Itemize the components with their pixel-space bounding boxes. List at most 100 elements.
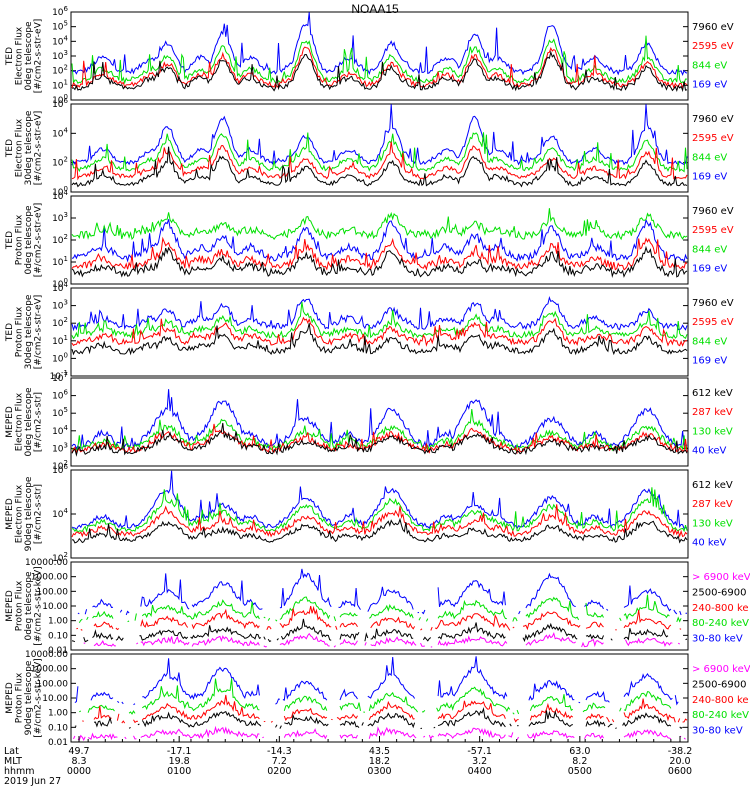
y-tick-label: 102 bbox=[52, 233, 68, 246]
y-tick-label: 105 bbox=[52, 406, 68, 419]
y-tick-label: 103 bbox=[52, 211, 68, 224]
y-tick-label: 0.01 bbox=[48, 738, 68, 748]
legend-entry: 844 eV bbox=[692, 60, 727, 71]
y-tick-label: 101 bbox=[52, 78, 68, 91]
legend-entry: 7960 eV bbox=[692, 298, 734, 309]
legend-entry: 169 eV bbox=[692, 263, 727, 274]
legend-entry: 612 keV bbox=[692, 480, 733, 491]
y-axis-label: [#/cm2-s-str-eV] bbox=[34, 19, 44, 94]
series-line bbox=[71, 208, 688, 241]
series-line bbox=[71, 323, 688, 356]
legend-entry: 2500-6900 bbox=[692, 679, 747, 690]
x-tick-hhmm: 0600 bbox=[668, 766, 692, 777]
legend-entry: 169 eV bbox=[692, 79, 727, 90]
x-tick-mlt: 3.2 bbox=[472, 756, 487, 767]
legend-entry: 30-80 keV bbox=[692, 634, 743, 645]
legend-entry: 844 eV bbox=[692, 244, 727, 255]
y-axis-label: Proton Flux bbox=[15, 672, 25, 723]
legend-entry: 844 eV bbox=[692, 152, 727, 163]
legend-entry: 2500-6900 bbox=[692, 587, 747, 598]
x-tick-hhmm: 0300 bbox=[367, 766, 391, 777]
y-axis-label: MEPED bbox=[5, 682, 15, 714]
y-axis-label: [#/cm2-s-str] bbox=[34, 392, 44, 452]
y-tick-label: 1000.00 bbox=[31, 665, 68, 675]
y-axis-label: [#/cm2-s-str] bbox=[34, 484, 44, 544]
x-tick-lat: -14.3 bbox=[267, 746, 292, 757]
legend-entry: 240-800 ke bbox=[692, 695, 749, 706]
series-line bbox=[71, 408, 688, 452]
legend-entry: 130 keV bbox=[692, 426, 733, 437]
x-axis-row-label: Lat bbox=[4, 746, 19, 757]
legend-entry: 7960 eV bbox=[692, 206, 734, 217]
y-axis-label: 0deg telescope bbox=[24, 21, 34, 91]
x-tick-mlt: 19.8 bbox=[169, 756, 190, 767]
y-tick-label: 0.01 bbox=[48, 646, 68, 656]
series-line bbox=[71, 141, 688, 181]
y-axis-label: 90deg telescope bbox=[24, 476, 34, 551]
y-axis-label: TED bbox=[5, 47, 15, 66]
y-axis-label: MEPED bbox=[5, 406, 15, 438]
panel-7: 10000.00 1000.00 100.00 10.00 1.00 0.10 0.01 ME… bbox=[5, 558, 750, 656]
legend-entry: 287 keV bbox=[692, 499, 733, 510]
series-line bbox=[82, 694, 688, 724]
y-axis-label: Electron Flux bbox=[15, 392, 25, 451]
series-line bbox=[71, 146, 688, 188]
y-axis-label: 90deg telescope bbox=[24, 660, 34, 735]
legend-entry: > 6900 keV bbox=[692, 664, 750, 675]
y-tick-label: 102 bbox=[52, 64, 68, 77]
y-tick-label: 102 bbox=[52, 551, 68, 564]
x-tick-hhmm: 0500 bbox=[568, 766, 592, 777]
panel-8: 10000.00 1000.00 100.00 10.00 1.00 0.10 0.01 ME… bbox=[5, 650, 750, 748]
x-tick-mlt: 8.3 bbox=[71, 756, 86, 767]
series-line bbox=[71, 132, 688, 173]
y-tick-label: 103 bbox=[52, 441, 68, 454]
y-axis-label: Proton Flux bbox=[15, 580, 25, 631]
x-tick-lat: 49.7 bbox=[68, 746, 89, 757]
legend-entry: 30-80 keV bbox=[692, 726, 743, 737]
legend-entry: 287 keV bbox=[692, 407, 733, 418]
x-tick-lat: 43.5 bbox=[369, 746, 390, 757]
y-tick-label: 102 bbox=[52, 316, 68, 329]
x-tick-mlt: 20.0 bbox=[669, 756, 690, 767]
y-tick-label: 104 bbox=[52, 34, 68, 47]
y-tick-label: 100 bbox=[52, 351, 68, 364]
series-line bbox=[71, 35, 688, 85]
panel-frame bbox=[70, 287, 689, 377]
legend-entry: 40 keV bbox=[692, 537, 726, 548]
y-axis-label: TED bbox=[5, 139, 15, 158]
y-tick-label: 0.10 bbox=[48, 723, 68, 733]
series-line bbox=[75, 656, 686, 704]
y-axis-label: [#/cm2-s-str-keV] bbox=[34, 566, 44, 645]
series-line bbox=[71, 218, 688, 263]
y-axis-label: [#/cm2-s-str-keV] bbox=[34, 658, 44, 737]
y-axis-label: 0deg telescope bbox=[24, 205, 34, 275]
x-tick-hhmm: 0400 bbox=[468, 766, 492, 777]
y-tick-label: 1.00 bbox=[48, 617, 68, 627]
x-tick-lat: 63.0 bbox=[569, 746, 590, 757]
y-axis-label: [#/cm2-s-str-eV] bbox=[34, 203, 44, 278]
legend-entry: 169 eV bbox=[692, 171, 727, 182]
panel-5: 107 106 105 104 103 102 MEPED Electron Flux 0deg… bbox=[5, 371, 733, 472]
y-tick-label: 103 bbox=[52, 49, 68, 62]
x-axis-row-label: MLT bbox=[4, 756, 22, 767]
y-tick-label: 100 bbox=[52, 277, 68, 290]
panel-6: 106 104 102 MEPED Electron Flux 90deg telesco… bbox=[5, 463, 733, 564]
y-tick-label: 106 bbox=[52, 97, 68, 110]
x-tick-hhmm: 0100 bbox=[167, 766, 191, 777]
y-axis-label: [#/cm2-s-str-eV] bbox=[34, 295, 44, 370]
y-tick-label: 100.00 bbox=[37, 679, 69, 689]
y-tick-label: 105 bbox=[52, 20, 68, 33]
legend-entry: 2595 eV bbox=[692, 133, 734, 144]
y-tick-label: 103 bbox=[52, 299, 68, 312]
y-tick-label: 104 bbox=[52, 507, 68, 520]
y-axis-label: Electron Flux bbox=[15, 26, 25, 85]
legend-entry: 612 keV bbox=[692, 388, 733, 399]
series-line bbox=[71, 236, 688, 271]
legend-entry: 130 keV bbox=[692, 518, 733, 529]
legend-entry: 240-800 ke bbox=[692, 603, 749, 614]
x-tick-lat: -17.1 bbox=[167, 746, 192, 757]
x-tick-hhmm: 0200 bbox=[267, 766, 291, 777]
legend-entry: 80-240 keV bbox=[692, 618, 749, 629]
